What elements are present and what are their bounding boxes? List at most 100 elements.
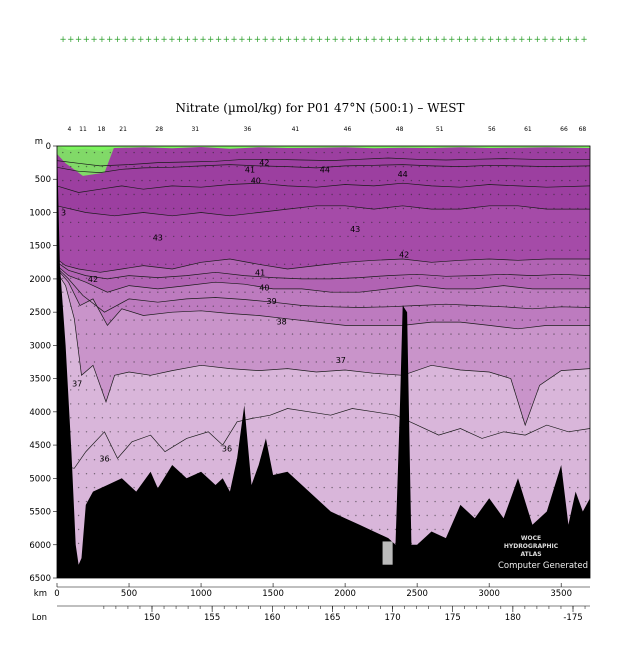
- sample-point: [545, 319, 547, 321]
- sample-point: [101, 291, 104, 293]
- sample-point: [434, 277, 436, 279]
- sample-point: [553, 179, 555, 182]
- sample-point: [569, 445, 571, 447]
- station-plus: +: [378, 35, 385, 45]
- sample-point: [545, 235, 547, 238]
- sample-point: [426, 361, 428, 363]
- sample-point: [173, 459, 175, 461]
- sample-point: [236, 263, 238, 265]
- sample-point: [204, 333, 207, 335]
- sample-point: [442, 486, 444, 489]
- sample-point: [331, 151, 333, 154]
- sample-point: [77, 431, 80, 433]
- sample-point: [276, 403, 278, 405]
- sample-point: [410, 417, 413, 419]
- sample-point: [489, 389, 492, 391]
- sample-point: [323, 361, 325, 363]
- sample-point: [371, 263, 373, 265]
- sample-point: [307, 459, 310, 461]
- sample-point: [371, 459, 373, 461]
- sample-point: [537, 291, 539, 293]
- sample-point: [165, 361, 167, 363]
- sample-point: [553, 333, 555, 335]
- sample-point: [165, 179, 167, 182]
- sample-point: [386, 221, 389, 224]
- station-plus: +: [301, 35, 308, 45]
- sample-point: [180, 305, 183, 307]
- sample-point: [458, 249, 460, 251]
- station-plus: +: [417, 35, 424, 45]
- sample-point: [529, 417, 531, 419]
- sample-point: [553, 305, 555, 307]
- sample-point: [260, 445, 262, 447]
- station-plus: +: [448, 35, 455, 45]
- sample-point: [537, 445, 539, 447]
- sample-point: [458, 347, 460, 349]
- sample-point: [355, 389, 357, 391]
- sample-point: [537, 431, 539, 433]
- sample-point: [188, 221, 191, 224]
- sample-point: [418, 473, 420, 475]
- sample-point: [466, 235, 468, 238]
- sample-point: [458, 500, 460, 503]
- contour-label: 36: [222, 444, 232, 453]
- sample-point: [141, 361, 143, 363]
- sample-point: [347, 277, 349, 279]
- sample-point: [529, 361, 531, 363]
- sample-point: [418, 305, 420, 307]
- sample-point: [474, 179, 476, 182]
- sample-point: [212, 305, 214, 307]
- sample-point: [70, 417, 72, 419]
- sample-point: [339, 263, 341, 265]
- sample-point: [482, 179, 484, 182]
- sample-point: [125, 431, 127, 433]
- sample-point: [466, 263, 468, 265]
- sample-point: [236, 249, 238, 251]
- station-plus: +: [495, 35, 502, 45]
- sample-point: [426, 375, 428, 377]
- station-plus: +: [192, 35, 199, 45]
- sample-point: [204, 375, 207, 377]
- sample-point: [466, 207, 468, 210]
- sample-point: [212, 473, 214, 475]
- sample-point: [466, 249, 468, 251]
- sample-point: [402, 277, 405, 279]
- sample-point: [157, 361, 159, 363]
- sample-point: [204, 305, 207, 307]
- sample-point: [165, 473, 167, 475]
- sample-point: [188, 431, 191, 433]
- sample-point: [529, 403, 531, 405]
- sample-point: [109, 347, 112, 349]
- sample-point: [276, 473, 278, 475]
- sample-point: [180, 249, 183, 251]
- sample-point: [141, 389, 143, 391]
- sample-point: [545, 417, 547, 419]
- sample-point: [117, 277, 119, 279]
- sample-point: [260, 193, 262, 196]
- sample-point: [545, 249, 547, 251]
- sample-point: [537, 486, 539, 489]
- sample-point: [347, 473, 349, 475]
- depth-tick-label: 1000: [29, 208, 51, 218]
- sample-point: [125, 417, 127, 419]
- sample-point: [315, 221, 317, 224]
- sample-point: [545, 151, 547, 154]
- sample-point: [220, 333, 222, 335]
- sample-point: [268, 165, 270, 168]
- contour-line: [56, 205, 590, 217]
- sample-point: [505, 389, 508, 391]
- sample-point: [180, 417, 183, 419]
- sample-point: [212, 459, 214, 461]
- sample-point: [62, 221, 64, 224]
- sample-point: [505, 291, 508, 293]
- sample-point: [149, 389, 151, 391]
- sample-point: [553, 151, 555, 154]
- sample-point: [133, 151, 135, 154]
- sample-point: [307, 403, 310, 405]
- sample-point: [117, 179, 119, 182]
- station-plus: +: [355, 35, 362, 45]
- sample-point: [458, 431, 460, 433]
- sample-point: [101, 361, 104, 363]
- sample-point: [299, 179, 302, 182]
- sample-point: [228, 207, 230, 210]
